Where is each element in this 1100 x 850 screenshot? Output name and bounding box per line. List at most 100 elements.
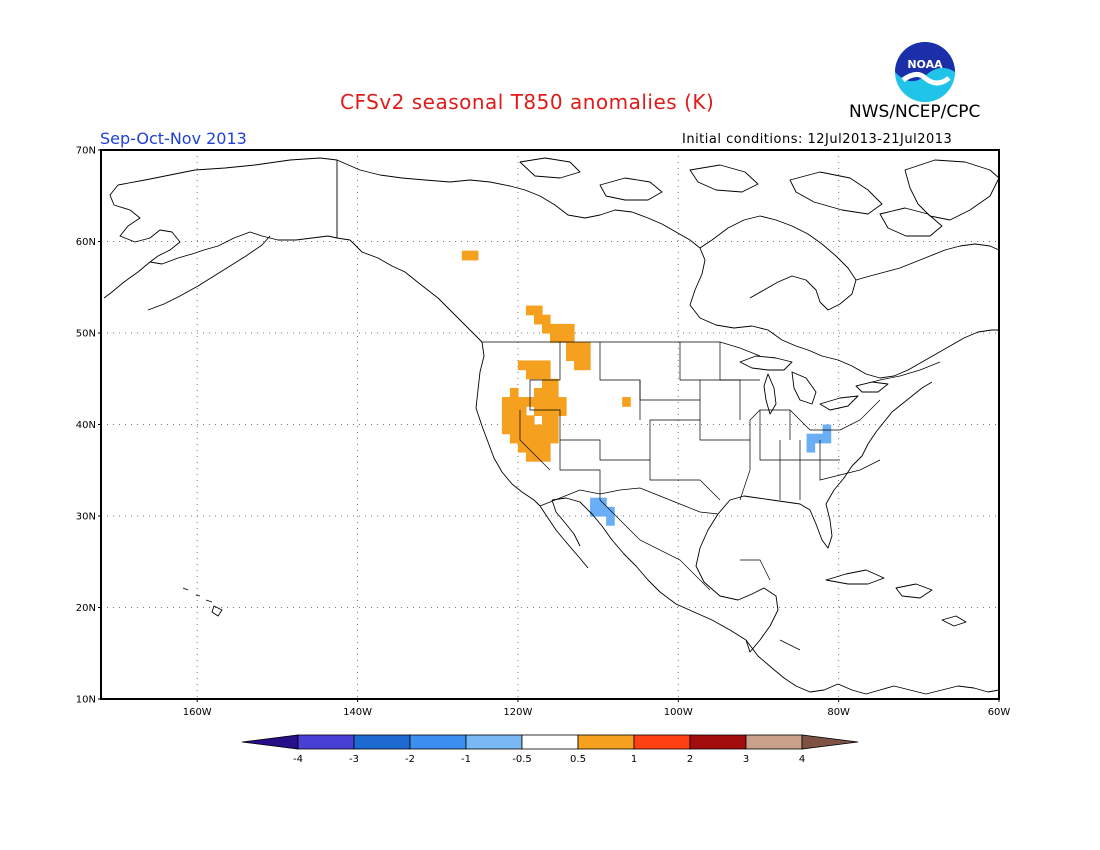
anomaly-cell	[606, 516, 615, 526]
anomaly-cell	[822, 424, 832, 435]
anomaly-cell	[469, 250, 479, 261]
colorbar-label: -4	[293, 754, 303, 765]
noaa-logo-icon: NOAA	[895, 42, 955, 102]
anomaly-cell	[574, 360, 583, 371]
anomaly-cell	[590, 506, 599, 517]
anomaly-cell	[806, 442, 816, 453]
anomaly-cell	[550, 323, 559, 334]
anomaly-cell	[533, 314, 543, 325]
anomaly-cell	[533, 360, 543, 371]
anomaly-cell	[525, 415, 535, 426]
anomaly-cell	[509, 433, 519, 444]
anomaly-cell	[517, 360, 527, 371]
latitude-label: 20N	[76, 603, 96, 614]
political-boundaries	[482, 341, 941, 651]
anomaly-cell	[525, 442, 535, 453]
anomaly-cell	[558, 397, 567, 407]
anomaly-cell	[533, 397, 543, 407]
anomaly-cell	[574, 342, 583, 352]
anomaly-cell	[501, 424, 511, 435]
latitude-label: 40N	[76, 420, 96, 431]
anomaly-cell	[550, 433, 559, 444]
anomaly-cell	[509, 406, 519, 416]
anomaly-cell	[566, 351, 575, 362]
anomaly-cell	[550, 333, 559, 343]
anomaly-cell	[566, 333, 575, 343]
anomaly-cell	[550, 415, 559, 426]
anomaly-cell	[501, 415, 511, 426]
anomaly-cell	[566, 342, 575, 352]
anomaly-cell	[550, 378, 559, 389]
colorbar-label: 3	[743, 754, 749, 765]
anomaly-cell	[517, 406, 527, 416]
anomaly-cell	[533, 305, 543, 316]
anomaly-cell	[582, 360, 591, 371]
anomaly-cell	[525, 451, 535, 462]
anomaly-cell	[501, 406, 511, 416]
anomaly-cell	[541, 442, 551, 453]
anomaly-cell	[541, 406, 551, 416]
anomaly-cell	[517, 433, 527, 444]
anomaly-cell	[533, 387, 543, 398]
anomaly-cell	[541, 323, 551, 334]
longitude-label: 160W	[183, 707, 212, 718]
anomaly-cell	[550, 424, 559, 435]
latitude-label: 10N	[76, 695, 96, 706]
anomaly-cell	[566, 323, 575, 334]
colorbar-swatch	[409, 734, 467, 750]
anomaly-cell	[517, 424, 527, 435]
bc-alberta-positive	[525, 305, 591, 371]
colorbar-label: 0.5	[570, 754, 586, 765]
anomaly-cell	[558, 406, 567, 416]
colorbar-swatch	[633, 734, 691, 750]
anomaly-cell	[598, 506, 607, 517]
colorbar-high-arrow	[801, 734, 859, 750]
anomaly-cell	[550, 406, 559, 416]
anomaly-cell	[541, 424, 551, 435]
anomaly-cell	[541, 451, 551, 462]
anomaly-cell	[558, 333, 567, 343]
colorbar-label: -1	[461, 754, 471, 765]
colorbar-label: -0.5	[512, 754, 532, 765]
colorbar-low-arrow	[241, 734, 299, 750]
colorbar	[241, 734, 859, 750]
anomaly-cell	[590, 497, 599, 508]
anomaly-cell	[509, 415, 519, 426]
anomaly-cell	[541, 369, 551, 380]
anomaly-cell	[525, 433, 535, 444]
wyoming-positive	[622, 397, 631, 407]
anomaly-cell	[533, 424, 543, 435]
anomaly-cell	[517, 397, 527, 407]
anomaly-cell	[525, 369, 535, 380]
nw-canada-positive	[461, 250, 479, 261]
anomaly-cell	[509, 424, 519, 435]
anomaly-layer	[461, 250, 832, 526]
colorbar-swatch	[465, 734, 523, 750]
colorbar-swatch	[353, 734, 411, 750]
anomaly-cell	[550, 387, 559, 398]
anomaly-cell	[541, 378, 551, 389]
anomaly-cell	[525, 424, 535, 435]
colorbar-swatch	[521, 734, 579, 750]
colorbar-swatch	[689, 734, 747, 750]
anomaly-cell	[517, 415, 527, 426]
colorbar-swatch	[745, 734, 803, 750]
logo-text: NOAA	[907, 58, 943, 71]
anomaly-cell	[582, 342, 591, 352]
colorbar-label: -2	[405, 754, 415, 765]
great-basin-positive	[501, 360, 567, 462]
anomaly-cell	[606, 506, 615, 517]
colorbar-label: 4	[799, 754, 805, 765]
initial-conditions-label: Initial conditions: 12Jul2013-21Jul2013	[682, 132, 953, 147]
anomaly-cell	[501, 397, 511, 407]
longitude-label: 140W	[343, 707, 372, 718]
anomaly-cell	[541, 415, 551, 426]
longitude-label: 80W	[827, 707, 850, 718]
ohio-valley-negative	[806, 424, 832, 453]
anomaly-cell	[806, 433, 816, 444]
longitude-label: 60W	[988, 707, 1011, 718]
colorbar-swatch	[577, 734, 635, 750]
colorbar-label: -3	[349, 754, 359, 765]
anomaly-cell	[533, 451, 543, 462]
